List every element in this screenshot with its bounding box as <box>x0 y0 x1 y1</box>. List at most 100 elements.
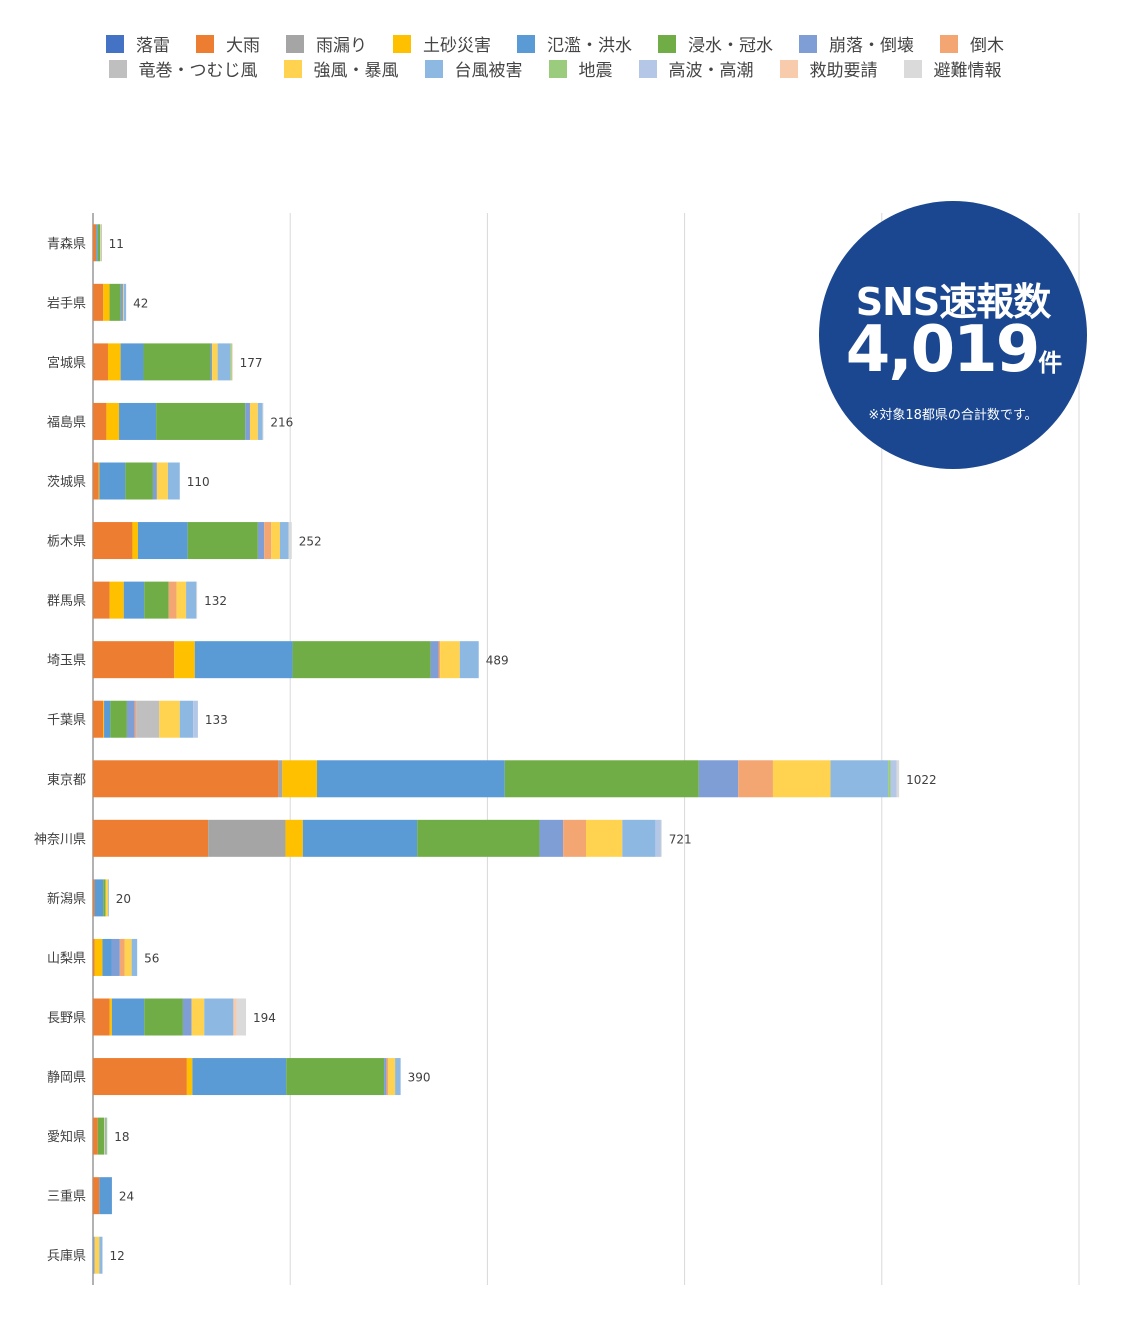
bar-segment-強風・暴風 <box>176 581 187 619</box>
bar-segment-氾濫・洪水 <box>317 760 505 798</box>
bar-segment-大雨 <box>93 1117 98 1155</box>
bar-segment-氾濫・洪水 <box>192 1058 287 1096</box>
bar-segment-強風・暴風 <box>124 938 132 976</box>
bar-segment-台風被害 <box>186 581 197 619</box>
bar-segment-強風・暴風 <box>105 879 108 917</box>
legend-item: 浸水・冠水 <box>658 31 773 56</box>
legend-row: 落雷 大雨 雨漏り 土砂災害 氾濫・洪水 浸水・冠水 崩落・倒壊 倒木 <box>0 31 1110 56</box>
bar-segment-氾濫・洪水 <box>119 402 157 440</box>
data-label: 194 <box>253 1011 276 1025</box>
bar-segment-大雨 <box>93 641 175 679</box>
data-label: 24 <box>119 1190 134 1204</box>
bar-segment-強風・暴風 <box>586 819 623 857</box>
category-label: 群馬県 <box>47 594 86 609</box>
bar-segment-大雨 <box>93 581 110 619</box>
legend-item: 大雨 <box>196 31 260 56</box>
bar-segment-避難情報 <box>262 402 264 440</box>
bar-segment-救助要請 <box>233 998 237 1036</box>
bar-segment-崩落・倒壊 <box>430 641 439 679</box>
legend-label: 台風被害 <box>454 61 523 81</box>
bar-segment-大雨 <box>93 402 107 440</box>
bar-segment-土砂災害 <box>103 283 110 321</box>
bar-segment-台風被害 <box>204 998 234 1036</box>
bar-segment-避難情報 <box>660 819 662 857</box>
bar-segment-土砂災害 <box>282 760 318 798</box>
legend-item: 強風・暴風 <box>283 56 399 81</box>
bar-segment-高波・高潮 <box>890 760 897 798</box>
legend-item: 氾濫・洪水 <box>517 31 632 56</box>
legend-item: 倒木 <box>940 31 1004 56</box>
category-label: 福島県 <box>47 415 86 430</box>
bar-segment-台風被害 <box>830 760 889 798</box>
badge-count-unit: 件 <box>1038 349 1062 377</box>
bar-segment-避難情報 <box>196 581 198 619</box>
bar-segment-台風被害 <box>459 641 479 679</box>
bar-segment-浸水・冠水 <box>417 819 540 857</box>
bar-segment-避難情報 <box>236 998 247 1036</box>
bar-segment-土砂災害 <box>103 700 105 738</box>
legend-item: 高波・高潮 <box>638 56 754 81</box>
data-label: 133 <box>205 713 228 727</box>
legend-item: 救助要請 <box>779 56 878 81</box>
legend-swatch <box>799 34 817 53</box>
legend-label: 救助要請 <box>809 61 878 81</box>
legend-swatch <box>424 59 443 78</box>
data-label: 42 <box>133 296 148 310</box>
bar-segment-氾濫・洪水 <box>104 700 111 738</box>
bar-segment-強風・暴風 <box>772 760 831 798</box>
bar-segment-強風・暴風 <box>388 1058 396 1096</box>
bar-segment-浸水・冠水 <box>292 641 431 679</box>
bar-segment-氾濫・洪水 <box>94 879 104 917</box>
data-label: 1022 <box>906 773 937 787</box>
bar-segment-土砂災害 <box>174 641 195 679</box>
bar-segment-避難情報 <box>288 522 292 560</box>
data-label: 110 <box>187 475 210 489</box>
legend-swatch <box>638 59 657 78</box>
bar-segment-大雨 <box>93 938 95 976</box>
bar-segment-氾濫・洪水 <box>99 462 126 500</box>
bar-segment-倒木 <box>168 581 177 619</box>
bar-segment-土砂災害 <box>106 402 120 440</box>
data-label: 390 <box>408 1071 431 1085</box>
bar-segment-強風・暴風 <box>100 224 101 262</box>
bar-segment-崩落・倒壊 <box>182 998 192 1036</box>
bar-segment-台風被害 <box>167 462 180 500</box>
data-label: 12 <box>109 1249 124 1263</box>
data-label: 721 <box>669 832 692 846</box>
legend-swatch <box>658 34 676 53</box>
legend-item: 土砂災害 <box>393 31 491 56</box>
bar-segment-台風被害 <box>257 402 263 440</box>
bar-segment-大雨 <box>93 522 133 560</box>
legend-swatch <box>779 59 798 78</box>
bar-segment-強風・暴風 <box>440 641 460 679</box>
bar-segment-台風被害 <box>279 522 289 560</box>
bar-segment-崩落・倒壊 <box>152 462 157 500</box>
category-label: 愛知県 <box>47 1129 86 1145</box>
bar-segment-大雨 <box>93 462 99 500</box>
legend-swatch <box>903 59 922 78</box>
category-label: 茨城県 <box>47 475 86 490</box>
legend-item: 避難情報 <box>903 56 1002 81</box>
bar-segment-地震 <box>106 1117 108 1155</box>
bar-segment-大雨 <box>93 879 95 917</box>
bar-segment-大雨 <box>93 1177 100 1215</box>
bar-segment-土砂災害 <box>107 343 121 381</box>
category-label: 東京都 <box>47 772 86 788</box>
bar-segment-崩落・倒壊 <box>257 522 265 560</box>
bar-segment-台風被害 <box>131 938 138 976</box>
category-label: 静岡県 <box>47 1071 86 1086</box>
bar-segment-土砂災害 <box>132 522 138 560</box>
bar-segment-崩落・倒壊 <box>539 819 564 857</box>
badge-count: 4,019件 <box>819 313 1087 387</box>
bar-segment-倒木 <box>438 641 441 679</box>
data-label: 20 <box>116 892 131 906</box>
chart-legend: 落雷 大雨 雨漏り 土砂災害 氾濫・洪水 浸水・冠水 崩落・倒壊 倒木 竜巻・つむじ風 強風・暴… <box>0 31 1110 81</box>
bar-segment-強風・暴風 <box>212 343 218 381</box>
bar-segment-土砂災害 <box>94 938 103 976</box>
legend-swatch <box>283 59 302 78</box>
data-label: 177 <box>240 356 263 370</box>
bar-segment-強風・暴風 <box>271 522 280 560</box>
legend-swatch <box>548 59 567 78</box>
legend-swatch <box>108 59 127 78</box>
legend-item: 地震 <box>548 56 613 81</box>
